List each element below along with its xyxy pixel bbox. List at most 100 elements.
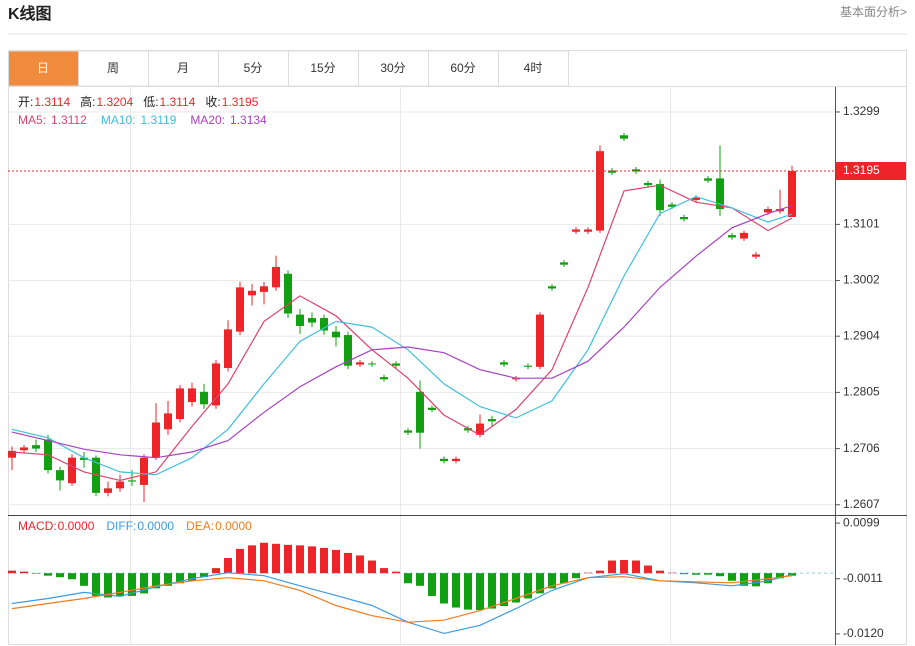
ohlc-legend-value: 1.3114 bbox=[160, 95, 196, 109]
tab[interactable] bbox=[428, 50, 499, 87]
legend-value: 0.0000 bbox=[58, 519, 95, 533]
macd-bar bbox=[464, 573, 472, 610]
candle-body bbox=[740, 232, 748, 239]
candle-body bbox=[500, 362, 508, 365]
candle-body bbox=[692, 197, 700, 200]
tab-label[interactable]: 15分 bbox=[310, 61, 335, 75]
last-price-box bbox=[836, 162, 906, 181]
candle-body bbox=[788, 171, 796, 217]
macd-bar bbox=[440, 573, 448, 604]
y-tick-label: -0.0011 bbox=[843, 571, 883, 585]
tab[interactable] bbox=[218, 50, 289, 87]
macd-bar bbox=[728, 573, 736, 581]
candle-body bbox=[416, 391, 424, 433]
candle-body bbox=[572, 229, 580, 232]
macd-bar bbox=[716, 573, 724, 577]
legend-value: 1.3134 bbox=[230, 113, 267, 127]
candle-body bbox=[32, 445, 40, 449]
ohlc-legend-value: 1.3204 bbox=[97, 95, 134, 109]
macd-bar bbox=[8, 570, 16, 574]
tab[interactable] bbox=[78, 50, 149, 87]
tab-label[interactable]: 60分 bbox=[450, 61, 475, 75]
macd-bar bbox=[680, 573, 688, 575]
line bbox=[11, 195, 793, 476]
macd-bar bbox=[572, 573, 580, 579]
candle-body bbox=[236, 287, 244, 332]
macd-bar bbox=[92, 573, 100, 596]
candle-body bbox=[752, 254, 760, 257]
candle-body bbox=[440, 458, 448, 462]
tab[interactable] bbox=[498, 50, 569, 87]
tab-label[interactable]: 5分 bbox=[244, 61, 263, 75]
candle-body bbox=[680, 216, 688, 220]
tab-label[interactable]: 周 bbox=[107, 61, 119, 75]
macd-bar bbox=[560, 573, 568, 584]
candle-body bbox=[596, 151, 604, 231]
tab-label[interactable]: 日 bbox=[37, 61, 49, 75]
macd-bar bbox=[164, 573, 172, 586]
tab[interactable] bbox=[358, 50, 429, 87]
candle-body bbox=[380, 377, 388, 380]
candle-body bbox=[476, 423, 484, 435]
macd-bar bbox=[260, 542, 268, 574]
macd-bar bbox=[224, 557, 232, 574]
y-tick-label: -0.0120 bbox=[843, 626, 884, 640]
y-tick-label: 1.3101 bbox=[843, 217, 880, 231]
panel-frame bbox=[8, 50, 907, 645]
candle-body bbox=[728, 235, 736, 238]
macd-bar bbox=[308, 546, 316, 574]
legend-value: 0.0000 bbox=[137, 519, 174, 533]
candle-body bbox=[68, 457, 76, 484]
macd-bar bbox=[320, 547, 328, 574]
macd-bar bbox=[428, 573, 436, 596]
candle-body bbox=[260, 286, 268, 292]
tab-label[interactable]: 4时 bbox=[524, 61, 543, 75]
tab-bar: 日 周 月 5分 15分 30分 60分 4时 bbox=[8, 50, 569, 87]
legend-value: 1.3119 bbox=[141, 113, 177, 127]
candle-body bbox=[428, 407, 436, 410]
candle-body bbox=[8, 450, 16, 458]
candle-body bbox=[140, 457, 148, 485]
candle-body bbox=[356, 362, 364, 365]
ohlc-legend-value: 1.3114 bbox=[34, 95, 70, 109]
candle-body bbox=[656, 184, 664, 211]
candle-body bbox=[224, 329, 232, 368]
legend-name: MA5: bbox=[18, 113, 46, 127]
macd-bar bbox=[596, 570, 604, 574]
candle-body bbox=[80, 457, 88, 460]
candle-body bbox=[284, 273, 292, 314]
tab-label[interactable]: 30分 bbox=[380, 61, 405, 75]
macd-bar bbox=[296, 545, 304, 574]
macd-bar bbox=[56, 573, 64, 578]
macd-bar bbox=[788, 573, 796, 576]
macd-bar bbox=[476, 573, 484, 611]
candle-body bbox=[464, 428, 472, 431]
macd-bar bbox=[668, 572, 676, 574]
macd-bar bbox=[128, 573, 136, 596]
line bbox=[11, 205, 793, 459]
last-price-label: 1.3195 bbox=[843, 163, 880, 177]
macd-bar bbox=[104, 573, 112, 598]
header-link[interactable]: 基本面分析> bbox=[840, 5, 907, 19]
legend-name: DEA: bbox=[186, 519, 214, 533]
macd-bar bbox=[644, 565, 652, 574]
macd-bar bbox=[500, 573, 508, 607]
macd-bar bbox=[692, 573, 700, 575]
legend-value: 1.3112 bbox=[51, 113, 87, 127]
tab[interactable] bbox=[148, 50, 219, 87]
candle-body bbox=[152, 422, 160, 458]
macd-bar bbox=[608, 560, 616, 574]
tab-label[interactable]: 月 bbox=[177, 61, 189, 75]
macd-bar bbox=[176, 573, 184, 584]
macd-bar bbox=[284, 544, 292, 574]
macd-bar bbox=[776, 573, 784, 579]
legend-name: MA10: bbox=[101, 113, 136, 127]
macd-bar bbox=[452, 573, 460, 608]
ohlc-legend-name: 收: bbox=[205, 95, 220, 109]
candle-body bbox=[524, 365, 532, 367]
tab[interactable] bbox=[8, 50, 79, 87]
candle-body bbox=[308, 318, 316, 323]
macd-bar bbox=[524, 573, 532, 599]
macd-bar bbox=[32, 573, 40, 574]
macd-bar bbox=[200, 573, 208, 578]
